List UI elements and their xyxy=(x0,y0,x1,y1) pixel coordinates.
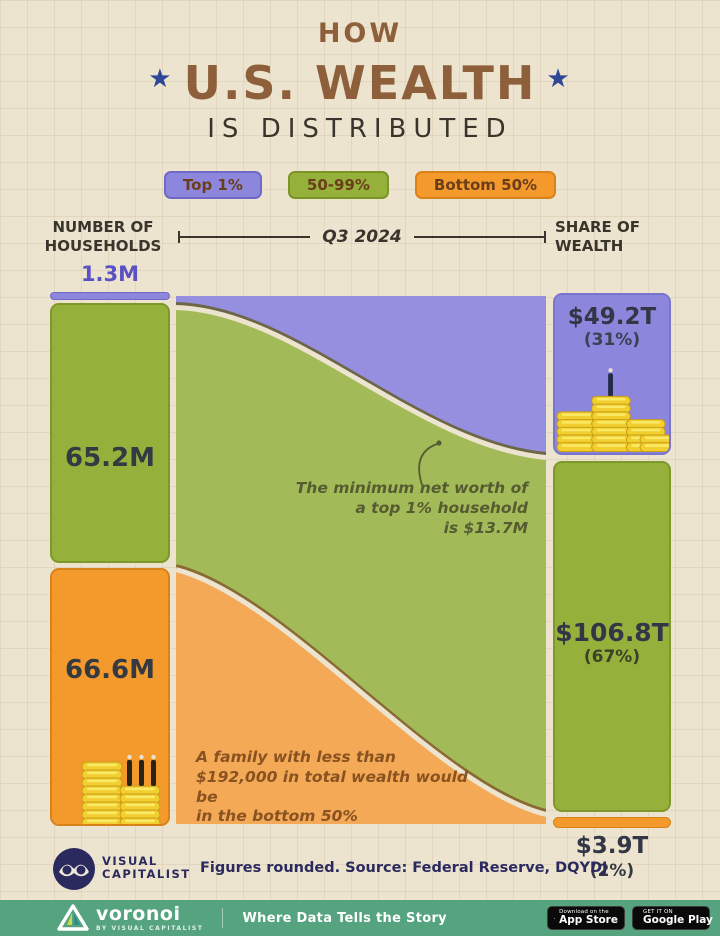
wealth-top1-bar: $49.2T (31%) xyxy=(553,293,671,455)
voronoi-bar: voronoi BY VISUAL CAPITALIST Where Data … xyxy=(0,900,720,936)
people-figures-icon xyxy=(127,754,156,786)
star-icon: ★ xyxy=(148,64,174,94)
wealth-bottom50-value: $3.9T xyxy=(575,833,649,859)
legend-50-99-badge: 50-99% xyxy=(287,171,389,199)
households-bottom50-bar: 66.6M xyxy=(50,568,170,826)
legend: Top 1% 50-99% Bottom 50% xyxy=(0,171,720,199)
star-icon: ★ xyxy=(546,64,572,94)
voronoi-logo-icon xyxy=(57,904,89,931)
apple-icon xyxy=(554,917,555,919)
wealth-top1-value: $49.2T xyxy=(567,304,657,330)
title-main: ★ U.S. WEALTH ★ xyxy=(0,56,720,110)
sankey-flow-area: The minimum net worth of a top 1% househ… xyxy=(176,293,546,827)
wealth-50-99-pct: (67%) xyxy=(583,647,641,667)
footer: VISUAL CAPITALIST Figures rounded. Sourc… xyxy=(0,845,720,895)
period-header: Q3 2024 xyxy=(178,222,547,252)
wealth-bottom50-pct: (2%) xyxy=(589,861,635,881)
left-axis-line1: NUMBER OF xyxy=(52,218,154,236)
wealth-50-99-bar: $106.8T (67%) xyxy=(553,461,671,812)
wealth-bottom50-label: $3.9T (2%) xyxy=(553,833,671,881)
left-rule xyxy=(180,236,311,238)
right-tick xyxy=(544,231,547,243)
annotation-top1: The minimum net worth of a top 1% househ… xyxy=(295,479,528,537)
right-axis-line2: WEALTH xyxy=(555,236,624,255)
wealth-top1-pct: (31%) xyxy=(583,330,641,350)
households-top1-value: 1.3M xyxy=(80,262,140,286)
households-bottom50-value: 66.6M xyxy=(64,655,156,685)
annotation-bottom50: A family with less than $192,000 in tota… xyxy=(196,748,469,826)
wealth-bottom50-bar xyxy=(553,817,671,828)
title-us-wealth: U.S. WEALTH xyxy=(183,56,537,110)
visual-capitalist-brand: VISUAL CAPITALIST xyxy=(102,854,191,882)
left-tick xyxy=(178,231,180,243)
google-play-badge[interactable]: GET IT ON Google Play xyxy=(632,906,713,930)
left-axis-header: NUMBER OF HOUSEHOLDS xyxy=(36,218,170,256)
households-50-99-value: 65.2M xyxy=(64,443,156,473)
voronoi-brand: voronoi BY VISUAL CAPITALIST xyxy=(96,902,204,932)
households-top1-bar xyxy=(50,292,170,300)
legend-top1-badge: Top 1% xyxy=(163,171,262,199)
source-note: Figures rounded. Source: Federal Reserve… xyxy=(200,860,608,876)
coin-stack-people-icon xyxy=(81,754,161,824)
legend-bottom50-badge: Bottom 50% xyxy=(414,171,557,199)
app-store-badge[interactable]: Download on the App Store xyxy=(547,906,625,930)
annotation-arrow-icon xyxy=(418,440,442,486)
divider xyxy=(221,908,223,928)
title-subtitle: IS DISTRIBUTED xyxy=(207,114,513,144)
right-axis-header: SHARE OF WEALTH xyxy=(555,218,665,256)
coin-pile-figure-icon xyxy=(556,368,669,452)
title-line-how: HOW xyxy=(317,18,403,49)
tagline: Where Data Tells the Story xyxy=(242,910,447,926)
left-axis-line2: HOUSEHOLDS xyxy=(44,236,162,255)
households-50-99-bar: 65.2M xyxy=(50,303,170,563)
wealth-50-99-value: $106.8T xyxy=(555,618,669,647)
sankey-flows xyxy=(176,296,546,824)
right-rule xyxy=(413,236,545,238)
right-axis-line1: SHARE OF xyxy=(555,218,640,236)
period-label: Q3 2024 xyxy=(322,227,402,247)
visual-capitalist-logo-icon xyxy=(53,848,95,890)
